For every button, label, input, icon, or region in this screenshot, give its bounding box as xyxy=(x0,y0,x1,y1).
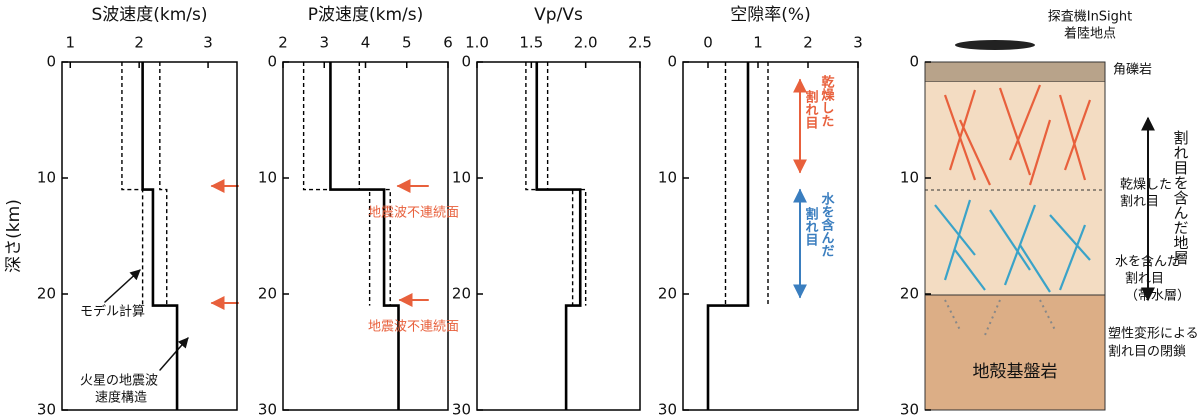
y-tick-label: 20 xyxy=(258,285,277,303)
y-tick-label: 20 xyxy=(452,285,471,303)
diagram-label: 角礫岩 xyxy=(1113,62,1152,78)
x-tick-label: 2 xyxy=(134,34,144,52)
y-tick-label: 0 xyxy=(909,53,919,71)
column-diagram xyxy=(924,40,1155,411)
dry-cracks xyxy=(943,84,1092,186)
profile-line xyxy=(525,62,574,306)
y-tick-label: 20 xyxy=(900,285,919,303)
y-tick-label: 30 xyxy=(900,401,919,415)
diagram-label: 地殻基盤岩 xyxy=(973,362,1058,382)
x-tick-label: 2.0 xyxy=(574,34,598,52)
y-tick-label: 30 xyxy=(658,401,677,415)
annotation: モデル計算 xyxy=(80,304,145,320)
diagram-label: 水を含んだ xyxy=(1115,254,1180,270)
x-tick-label: 2 xyxy=(278,34,288,52)
diagram-label: 割れ目 xyxy=(1125,271,1164,287)
annotation: 割れ目 xyxy=(803,206,819,247)
profile-line xyxy=(706,62,750,410)
diagram-title: 探査機InSight xyxy=(1048,10,1133,25)
x-tick-label: 0 xyxy=(703,34,713,52)
annotation: 火星の地震波 xyxy=(80,374,158,389)
plot-frame xyxy=(282,61,449,411)
diagram-label: （帯水層） xyxy=(1125,289,1190,304)
x-tick-label: 3 xyxy=(319,34,329,52)
plot-frame xyxy=(682,61,859,411)
diagram-title: 着陸地点 xyxy=(1064,26,1116,42)
bedrock xyxy=(925,295,1105,410)
annotation: 乾燥した xyxy=(819,74,835,127)
plot-frame xyxy=(61,61,238,411)
annotation: 速度構造 xyxy=(95,390,147,406)
profile-line xyxy=(121,62,144,306)
diagram-label: 割れ目を含んだ地層 xyxy=(1172,130,1190,265)
x-tick-label: 1 xyxy=(753,34,763,52)
x-tick-label: 2 xyxy=(803,34,813,52)
plot-frame xyxy=(476,61,641,411)
diagram-label: 割れ目の閉鎖 xyxy=(1108,344,1186,360)
y-tick-label: 10 xyxy=(900,169,919,187)
x-tick-label: 3 xyxy=(853,34,863,52)
profile-line xyxy=(141,62,179,410)
diagram-label: 塑性変形による xyxy=(1108,326,1199,342)
y-tick-label: 30 xyxy=(258,401,277,415)
y-tick-label: 30 xyxy=(37,401,56,415)
diagram-label: 乾燥した xyxy=(1120,178,1172,193)
x-tick-label: 1.5 xyxy=(519,34,543,52)
annotation: 割れ目 xyxy=(803,89,819,130)
profile-line xyxy=(159,62,168,306)
y-tick-label: 0 xyxy=(267,53,277,71)
wet-cracks xyxy=(934,199,1091,293)
x-tick-label: 3 xyxy=(203,34,213,52)
x-tick-label: 5 xyxy=(402,34,412,52)
profile-line xyxy=(302,62,371,306)
profile-line xyxy=(535,62,582,410)
x-tick-label: 1 xyxy=(65,34,75,52)
y-tick-label: 20 xyxy=(37,285,56,303)
y-tick-label: 10 xyxy=(452,169,471,187)
profile-line xyxy=(546,62,587,306)
frame xyxy=(924,61,1106,411)
regolith xyxy=(924,61,1106,83)
closed-cracks xyxy=(944,299,1056,336)
panel-title: 空隙率(%) xyxy=(730,5,810,25)
y-tick-label: 0 xyxy=(46,53,56,71)
y-tick-label: 10 xyxy=(258,169,277,187)
arrows xyxy=(104,78,807,371)
annotation: 地震波不連続面 xyxy=(368,206,459,221)
y-tick-label: 10 xyxy=(658,169,677,187)
y-tick-label: 0 xyxy=(667,53,677,71)
profile-line xyxy=(329,62,400,410)
annotation: 水を含んだ xyxy=(819,191,836,257)
x-tick-label: 6 xyxy=(443,34,453,52)
x-tick-label: 4 xyxy=(361,34,371,52)
panel-title: S波速度(km/s) xyxy=(91,5,207,25)
y-axis-label: 深さ(km) xyxy=(4,199,24,273)
y-tick-label: 0 xyxy=(461,53,471,71)
annotation: 地震波不連続面 xyxy=(368,320,459,335)
y-tick-label: 10 xyxy=(37,169,56,187)
panel-title: P波速度(km/s) xyxy=(308,5,424,25)
diagram-label: 割れ目 xyxy=(1120,194,1159,210)
y-tick-label: 30 xyxy=(452,401,471,415)
x-tick-label: 2.5 xyxy=(628,34,652,52)
panel-title: Vp/Vs xyxy=(534,5,583,25)
y-tick-label: 20 xyxy=(658,285,677,303)
x-tick-label: 1.0 xyxy=(465,34,489,52)
profile-line xyxy=(358,62,391,306)
lander xyxy=(955,40,1035,50)
